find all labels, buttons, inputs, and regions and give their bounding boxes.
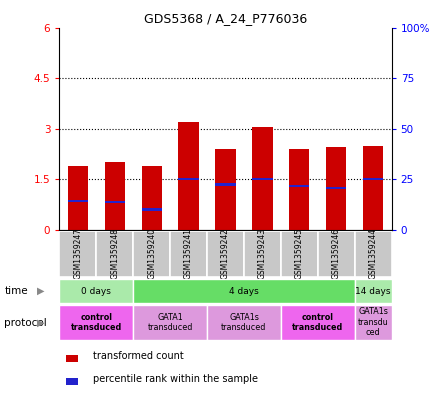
- Bar: [318, 231, 355, 277]
- Bar: [105, 201, 125, 204]
- Bar: [142, 208, 162, 211]
- Title: GDS5368 / A_24_P776036: GDS5368 / A_24_P776036: [144, 12, 307, 25]
- Text: control
transduced: control transduced: [292, 312, 343, 332]
- Text: percentile rank within the sample: percentile rank within the sample: [93, 374, 258, 384]
- Bar: [68, 200, 88, 202]
- Text: GSM1359245: GSM1359245: [295, 228, 304, 279]
- Bar: [59, 305, 133, 340]
- Bar: [142, 166, 162, 230]
- Bar: [326, 187, 346, 189]
- Bar: [207, 305, 281, 340]
- Bar: [96, 231, 133, 277]
- Text: GSM1359241: GSM1359241: [184, 228, 193, 279]
- Bar: [133, 305, 207, 340]
- Bar: [355, 305, 392, 340]
- Bar: [252, 127, 272, 230]
- Text: GSM1359246: GSM1359246: [332, 228, 341, 279]
- Bar: [66, 378, 78, 385]
- Text: ▶: ▶: [37, 286, 45, 296]
- Text: GSM1359248: GSM1359248: [110, 228, 119, 279]
- Bar: [363, 145, 383, 230]
- Bar: [281, 231, 318, 277]
- Bar: [244, 231, 281, 277]
- Bar: [133, 231, 170, 277]
- Text: GATA1s
transduced: GATA1s transduced: [221, 312, 267, 332]
- Bar: [179, 122, 199, 230]
- Bar: [66, 354, 78, 362]
- Bar: [252, 178, 272, 180]
- Text: GSM1359243: GSM1359243: [258, 228, 267, 279]
- Bar: [281, 305, 355, 340]
- Bar: [133, 279, 355, 303]
- Text: time: time: [4, 286, 28, 296]
- Bar: [355, 279, 392, 303]
- Text: GSM1359240: GSM1359240: [147, 228, 156, 279]
- Bar: [215, 183, 236, 185]
- Text: protocol: protocol: [4, 318, 47, 328]
- Bar: [215, 149, 236, 230]
- Bar: [179, 178, 199, 180]
- Bar: [68, 166, 88, 230]
- Bar: [363, 178, 383, 180]
- Text: 4 days: 4 days: [229, 286, 259, 296]
- Bar: [326, 147, 346, 230]
- Text: GATA1s
transdu
ced: GATA1s transdu ced: [358, 307, 389, 337]
- Text: 14 days: 14 days: [356, 286, 391, 296]
- Bar: [355, 231, 392, 277]
- Bar: [59, 279, 133, 303]
- Bar: [170, 231, 207, 277]
- Bar: [207, 231, 244, 277]
- Bar: [59, 231, 96, 277]
- Text: GSM1359242: GSM1359242: [221, 228, 230, 279]
- Text: GSM1359247: GSM1359247: [73, 228, 82, 279]
- Text: 0 days: 0 days: [81, 286, 111, 296]
- Bar: [105, 162, 125, 230]
- Text: control
transduced: control transduced: [71, 312, 122, 332]
- Text: GSM1359244: GSM1359244: [369, 228, 378, 279]
- Bar: [289, 149, 309, 230]
- Text: ▶: ▶: [37, 318, 45, 328]
- Text: GATA1
transduced: GATA1 transduced: [147, 312, 193, 332]
- Bar: [289, 185, 309, 187]
- Text: transformed count: transformed count: [93, 351, 183, 361]
